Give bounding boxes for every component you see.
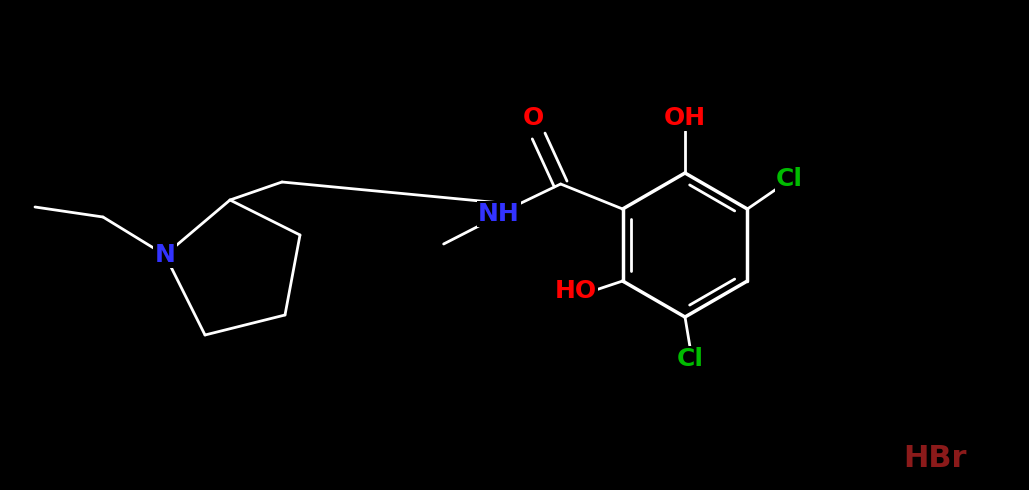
Text: Cl: Cl (776, 167, 803, 191)
Text: OH: OH (664, 106, 706, 130)
Text: Cl: Cl (676, 347, 704, 371)
Text: NH: NH (477, 202, 520, 226)
Text: N: N (154, 243, 175, 267)
Text: HO: HO (555, 279, 597, 303)
Text: O: O (523, 106, 544, 130)
Text: HBr: HBr (903, 443, 967, 472)
